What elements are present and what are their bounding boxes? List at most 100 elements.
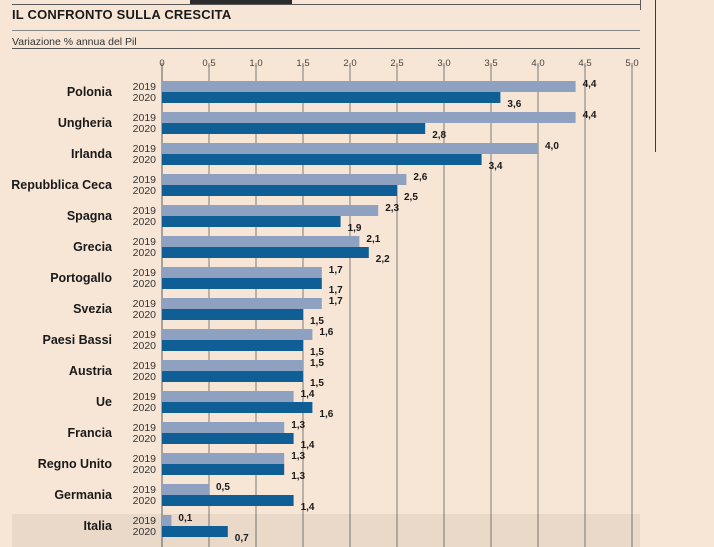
series-year-label: 2020 xyxy=(133,185,157,197)
series-year-label: 2019 xyxy=(133,143,157,155)
category-label: Grecia xyxy=(73,240,113,254)
bar xyxy=(162,340,303,351)
series-year-label: 2020 xyxy=(133,495,157,507)
data-label: 4,0 xyxy=(545,141,559,152)
data-label: 1,3 xyxy=(291,451,305,462)
bar xyxy=(162,247,369,258)
category-label: Irlanda xyxy=(71,147,113,161)
top-tab-strip xyxy=(190,0,292,4)
series-year-label: 2019 xyxy=(133,391,157,403)
top-rule xyxy=(12,4,640,5)
data-label: 1,5 xyxy=(310,358,324,369)
series-year-label: 2020 xyxy=(133,154,157,166)
bar xyxy=(162,143,538,154)
category-label: Paesi Bassi xyxy=(43,333,113,347)
bar xyxy=(162,309,303,320)
series-year-label: 2020 xyxy=(133,123,157,135)
bar xyxy=(162,464,285,475)
series-year-label: 2019 xyxy=(133,267,157,279)
bar xyxy=(162,422,285,433)
x-tick-label: 3,5 xyxy=(484,58,497,69)
x-tick-label: 0,5 xyxy=(202,58,215,69)
chart-title: IL CONFRONTO SULLA CRESCITA xyxy=(12,7,232,22)
bar xyxy=(162,402,313,413)
series-year-label: 2020 xyxy=(133,402,157,414)
category-label: Francia xyxy=(68,426,114,440)
series-year-label: 2020 xyxy=(133,433,157,445)
category-label: Repubblica Ceca xyxy=(11,178,113,192)
bar xyxy=(162,216,341,227)
category-label: Italia xyxy=(84,519,114,533)
data-label: 1,6 xyxy=(319,327,333,338)
highlight-row xyxy=(12,514,640,547)
data-label: 2,3 xyxy=(385,203,399,214)
bar xyxy=(162,185,397,196)
bar xyxy=(162,112,576,123)
chart-subtitle: Variazione % annua del Pil xyxy=(12,36,137,48)
category-label: Portogallo xyxy=(50,271,112,285)
series-year-label: 2019 xyxy=(133,81,157,93)
x-tick-label: 4,5 xyxy=(578,58,591,69)
bar xyxy=(162,371,303,382)
bar xyxy=(162,515,172,526)
data-label: 3,4 xyxy=(489,161,503,172)
series-year-label: 2019 xyxy=(133,236,157,248)
bar xyxy=(162,495,294,506)
category-label: Ue xyxy=(96,395,112,409)
series-year-label: 2019 xyxy=(133,298,157,310)
bar xyxy=(162,298,322,309)
bar xyxy=(162,154,482,165)
x-tick-label: 0 xyxy=(159,58,164,69)
subtitle-rule xyxy=(12,48,640,49)
x-tick-label: 4,0 xyxy=(531,58,544,69)
side-rule xyxy=(655,0,656,152)
data-label: 1,4 xyxy=(301,389,315,400)
data-label: 2,2 xyxy=(376,254,390,265)
data-label: 1,5 xyxy=(310,378,324,389)
bar xyxy=(162,205,379,216)
data-label: 1,3 xyxy=(291,471,305,482)
series-year-label: 2019 xyxy=(133,360,157,372)
data-label: 0,5 xyxy=(216,482,230,493)
x-tick-label: 1,5 xyxy=(296,58,309,69)
data-label: 2,8 xyxy=(432,130,446,141)
data-label: 2,5 xyxy=(404,192,418,203)
bar xyxy=(162,267,322,278)
data-label: 0,7 xyxy=(235,533,249,544)
bar xyxy=(162,484,209,495)
category-label: Spagna xyxy=(67,209,113,223)
bar xyxy=(162,174,407,185)
bar xyxy=(162,123,426,134)
data-label: 1,7 xyxy=(329,285,343,296)
bar xyxy=(162,329,313,340)
data-label: 2,1 xyxy=(366,234,380,245)
series-year-label: 2020 xyxy=(133,526,157,538)
series-year-label: 2019 xyxy=(133,484,157,496)
category-label: Polonia xyxy=(67,85,113,99)
series-year-label: 2019 xyxy=(133,329,157,341)
bar xyxy=(162,526,228,537)
data-label: 1,5 xyxy=(310,316,324,327)
bar xyxy=(162,236,360,247)
bar xyxy=(162,92,501,103)
data-label: 1,5 xyxy=(310,347,324,358)
title-rule xyxy=(12,30,640,31)
right-rule xyxy=(640,0,641,10)
series-year-label: 2019 xyxy=(133,515,157,527)
series-year-label: 2020 xyxy=(133,371,157,383)
data-label: 1,7 xyxy=(329,265,343,276)
series-year-label: 2019 xyxy=(133,453,157,465)
category-label: Ungheria xyxy=(58,116,113,130)
bar xyxy=(162,278,322,289)
series-year-label: 2020 xyxy=(133,92,157,104)
x-tick-label: 5,0 xyxy=(625,58,638,69)
data-label: 1,4 xyxy=(301,440,315,451)
x-tick-label: 2,5 xyxy=(390,58,403,69)
category-label: Regno Unito xyxy=(38,457,113,471)
bar xyxy=(162,453,285,464)
data-label: 1,9 xyxy=(348,223,362,234)
series-year-label: 2020 xyxy=(133,278,157,290)
x-tick-label: 1,0 xyxy=(249,58,262,69)
series-year-label: 2019 xyxy=(133,205,157,217)
